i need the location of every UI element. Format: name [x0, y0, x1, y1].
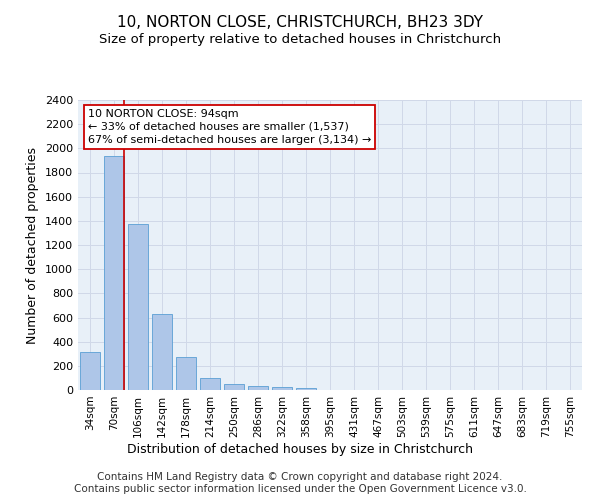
Text: Distribution of detached houses by size in Christchurch: Distribution of detached houses by size … [127, 442, 473, 456]
Bar [104, 156, 124, 390]
Bar [224, 384, 244, 390]
Text: 10 NORTON CLOSE: 94sqm
← 33% of detached houses are smaller (1,537)
67% of semi-: 10 NORTON CLOSE: 94sqm ← 33% of detached… [88, 108, 371, 145]
Bar [272, 386, 292, 390]
Text: 10, NORTON CLOSE, CHRISTCHURCH, BH23 3DY: 10, NORTON CLOSE, CHRISTCHURCH, BH23 3DY [117, 15, 483, 30]
Bar [176, 357, 196, 390]
Bar [128, 224, 148, 390]
Text: Size of property relative to detached houses in Christchurch: Size of property relative to detached ho… [99, 32, 501, 46]
Bar [80, 352, 100, 390]
Y-axis label: Number of detached properties: Number of detached properties [26, 146, 40, 344]
Text: Contains HM Land Registry data © Crown copyright and database right 2024.
Contai: Contains HM Land Registry data © Crown c… [74, 472, 526, 494]
Bar [152, 314, 172, 390]
Bar [248, 386, 268, 390]
Bar [200, 378, 220, 390]
Bar [296, 388, 316, 390]
